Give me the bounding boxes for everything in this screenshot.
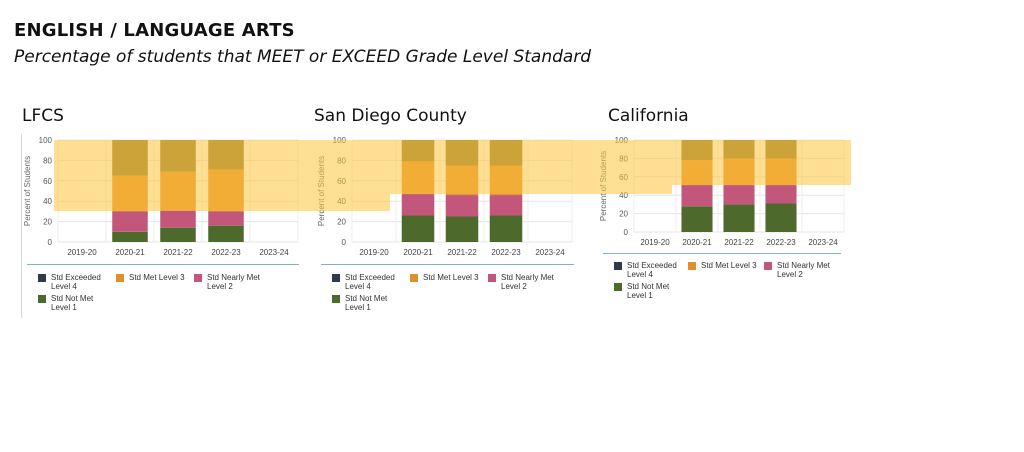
legend-san-diego: Std Exceeded Level 4 Std Met Level 3 Std… — [332, 273, 577, 313]
bar-segment — [489, 195, 523, 216]
swatch-nearly — [488, 274, 496, 282]
legend-label-met: Std Met Level 3 — [423, 273, 479, 282]
bar-segment — [723, 204, 755, 232]
swatch-nearly — [764, 262, 772, 270]
legend-item-notmet: Std Not Met Level 1 — [332, 294, 402, 312]
bar-segment — [765, 203, 797, 232]
y-tick-label: 20 — [337, 218, 346, 227]
bar-segment — [160, 227, 196, 242]
y-tick-label: 80 — [43, 156, 52, 165]
highlight-band-left — [54, 140, 390, 211]
y-tick-label: 0 — [342, 238, 347, 247]
legend-label-exceeded: Std Exceeded Level 4 — [51, 273, 101, 291]
legend-item-exceeded: Std Exceeded Level 4 — [38, 273, 108, 291]
bar-segment — [112, 211, 148, 232]
legend-item-notmet: Std Not Met Level 1 — [614, 282, 684, 300]
y-tick-label: 0 — [48, 238, 53, 247]
y-tick-label: 20 — [619, 210, 628, 219]
legend-label-nearly: Std Nearly Met Level 2 — [777, 261, 830, 279]
bar-segment — [208, 225, 244, 242]
legend-divider-lfcs — [27, 264, 299, 265]
legend-divider-san-diego — [321, 264, 574, 265]
swatch-exceeded — [332, 274, 340, 282]
x-tick-label: 2022-23 — [491, 248, 521, 257]
x-tick-label: 2021-22 — [447, 248, 477, 257]
bar-segment — [112, 231, 148, 242]
y-tick-label: 40 — [43, 197, 52, 206]
legend-item-met: Std Met Level 3 — [688, 261, 768, 270]
highlight-band-middle — [390, 140, 672, 194]
page-title: ENGLISH / LANGUAGE ARTS — [14, 20, 295, 41]
legend-label-met: Std Met Level 3 — [701, 261, 757, 270]
y-tick-label: 40 — [619, 191, 628, 200]
bar-segment — [723, 185, 755, 205]
swatch-nearly — [194, 274, 202, 282]
legend-item-nearly: Std Nearly Met Level 2 — [764, 261, 838, 279]
x-tick-label: 2020-21 — [403, 248, 433, 257]
bar-segment — [489, 215, 523, 242]
swatch-notmet — [38, 295, 46, 303]
legend-lfcs: Std Exceeded Level 4 Std Met Level 3 Std… — [38, 273, 298, 313]
swatch-met — [116, 274, 124, 282]
swatch-notmet — [614, 283, 622, 291]
legend-label-nearly: Std Nearly Met Level 2 — [501, 273, 554, 291]
legend-california: Std Exceeded Level 4 Std Met Level 3 Std… — [614, 261, 849, 301]
bar-segment — [445, 216, 479, 242]
bar-segment — [401, 215, 435, 242]
x-tick-label: 2021-22 — [724, 238, 754, 247]
panel-edge-lfcs — [21, 134, 22, 318]
x-tick-label: 2023-24 — [535, 248, 565, 257]
swatch-met — [410, 274, 418, 282]
panel-title-california: California — [608, 106, 689, 126]
swatch-notmet — [332, 295, 340, 303]
y-tick-label: 60 — [43, 177, 52, 186]
legend-label-notmet: Std Not Met Level 1 — [51, 294, 94, 312]
page-subtitle: Percentage of students that MEET or EXCE… — [14, 47, 592, 67]
legend-item-exceeded: Std Exceeded Level 4 — [332, 273, 402, 291]
x-tick-label: 2022-23 — [766, 238, 796, 247]
legend-label-notmet: Std Not Met Level 1 — [627, 282, 670, 300]
y-tick-label: 100 — [39, 136, 53, 145]
y-tick-label: 20 — [43, 218, 52, 227]
legend-item-exceeded: Std Exceeded Level 4 — [614, 261, 684, 279]
legend-label-exceeded: Std Exceeded Level 4 — [345, 273, 395, 291]
legend-item-nearly: Std Nearly Met Level 2 — [488, 273, 562, 291]
swatch-met — [688, 262, 696, 270]
swatch-exceeded — [614, 262, 622, 270]
legend-label-exceeded: Std Exceeded Level 4 — [627, 261, 677, 279]
bar-segment — [765, 185, 797, 204]
legend-label-met: Std Met Level 3 — [129, 273, 185, 282]
legend-item-notmet: Std Not Met Level 1 — [38, 294, 108, 312]
legend-divider-california — [603, 253, 841, 254]
legend-item-met: Std Met Level 3 — [116, 273, 196, 282]
y-tick-label: 0 — [624, 228, 629, 237]
legend-item-met: Std Met Level 3 — [410, 273, 490, 282]
bar-segment — [681, 206, 713, 232]
y-axis-label: Percent of Students — [23, 156, 32, 226]
x-tick-label: 2020-21 — [682, 238, 712, 247]
bar-segment — [208, 211, 244, 226]
x-tick-label: 2019-20 — [67, 248, 97, 257]
x-tick-label: 2023-24 — [259, 248, 289, 257]
x-tick-label: 2022-23 — [211, 248, 241, 257]
panel-title-lfcs: LFCS — [22, 106, 64, 126]
highlight-band-right — [672, 140, 851, 185]
x-tick-label: 2020-21 — [115, 248, 145, 257]
x-tick-label: 2019-20 — [640, 238, 670, 247]
x-tick-label: 2019-20 — [359, 248, 389, 257]
panel-title-san-diego: San Diego County — [314, 106, 467, 126]
swatch-exceeded — [38, 274, 46, 282]
legend-item-nearly: Std Nearly Met Level 2 — [194, 273, 268, 291]
legend-label-nearly: Std Nearly Met Level 2 — [207, 273, 260, 291]
bar-segment — [445, 195, 479, 217]
x-tick-label: 2021-22 — [163, 248, 193, 257]
x-tick-label: 2023-24 — [808, 238, 838, 247]
bar-segment — [681, 185, 713, 207]
legend-label-notmet: Std Not Met Level 1 — [345, 294, 388, 312]
bar-segment — [401, 194, 435, 216]
bar-segment — [160, 210, 196, 228]
